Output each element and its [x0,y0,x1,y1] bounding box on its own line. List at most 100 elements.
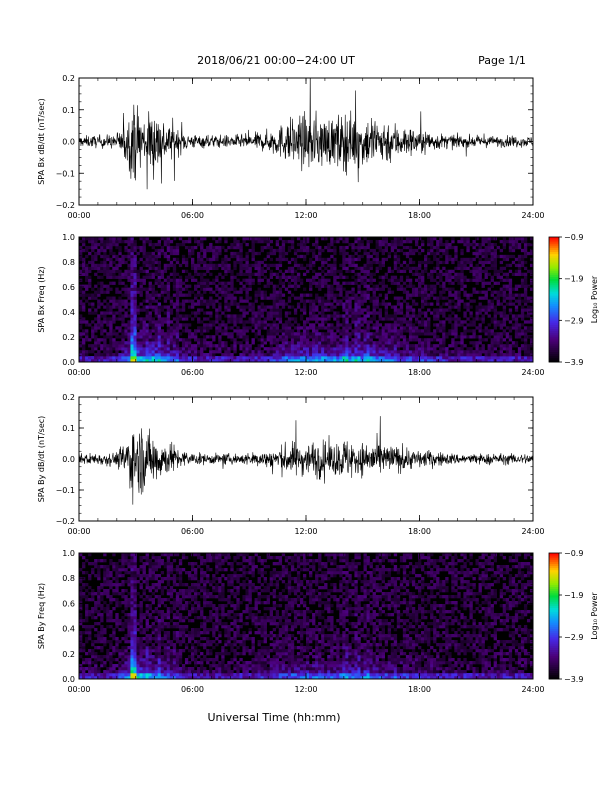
y-tick-label: 0.8 [62,258,75,267]
heatmap-cell [369,341,373,345]
heatmap-cell [91,670,95,674]
heatmap-cell [487,302,491,306]
heatmap-cell [430,332,434,336]
heatmap-cell [315,242,319,247]
heatmap-cell [175,278,180,282]
heatmap-cell [318,284,322,288]
heatmap-cell [275,359,280,363]
heatmap-cell [103,589,107,593]
heatmap-cell [345,275,349,279]
heatmap-cell [106,242,110,247]
heatmap-cell [197,239,201,244]
heatmap-cell [448,353,452,357]
heatmap-cell [405,359,410,363]
heatmap-cell [381,260,385,265]
colorbar-segment [549,322,559,325]
heatmap-cell [421,287,425,291]
heatmap-cell [511,317,516,321]
heatmap-cell [399,275,404,279]
heatmap-cell [230,269,234,274]
heatmap-cell [266,314,270,318]
colorbar-segment [549,239,559,242]
heatmap-cell [112,296,116,300]
heatmap-cell [445,359,449,363]
heatmap-cell [296,278,301,282]
heatmap-cell [529,359,534,363]
heatmap-cell [166,323,171,327]
heatmap-cell [127,257,131,262]
heatmap-cell [523,341,528,345]
heatmap-cell [218,302,222,306]
heatmap-cell [427,341,431,345]
heatmap-cell [445,287,449,291]
heatmap-cell [151,329,155,333]
heatmap-cell [327,356,331,360]
heatmap-cell [287,299,292,303]
heatmap-cell [351,281,355,285]
heatmap-cell [526,308,531,312]
heatmap-cell [408,338,413,342]
heatmap-cell [148,251,152,256]
heatmap-cell [466,242,470,247]
heatmap-cell [245,269,249,274]
heatmap-cell [200,284,204,288]
heatmap-cell [451,317,455,321]
heatmap-cell [523,290,528,294]
heatmap-cell [481,329,485,333]
heatmap-cell [312,341,316,345]
heatmap-cell [136,335,140,339]
heatmap-cell [387,338,392,342]
heatmap-cell [194,237,198,241]
heatmap-cell [82,625,86,629]
heatmap-cell [151,260,155,265]
heatmap-cell [424,344,428,348]
heatmap-cell [439,323,443,327]
heatmap-cell [514,245,519,250]
heatmap-cell [399,237,404,241]
heatmap-cell [260,341,264,345]
heatmap-cell [242,314,246,318]
heatmap-cell [421,317,425,321]
heatmap-cell [103,359,107,363]
heatmap-cell [215,326,219,330]
heatmap-cell [454,257,458,262]
heatmap-cell [230,293,234,297]
heatmap-cell [94,592,98,596]
heatmap-cell [97,631,101,635]
heatmap-cell [242,359,246,363]
heatmap-cell [233,239,237,244]
heatmap-cell [254,356,258,360]
heatmap-cell [133,266,137,271]
heatmap-cell [514,239,519,244]
heatmap-cell [112,568,116,572]
heatmap-cell [215,332,219,336]
heatmap-cell [523,359,528,363]
heatmap-cell [151,287,155,291]
heatmap-cell [251,245,255,250]
heatmap-cell [115,664,119,668]
heatmap-cell [363,308,367,312]
heatmap-cell [206,278,210,282]
heatmap-cell [293,341,298,345]
heatmap-cell [490,347,494,351]
heatmap-cell [478,272,482,276]
heatmap-cell [275,353,280,357]
heatmap-cell [112,302,116,306]
heatmap-cell [163,290,168,294]
heatmap-cell [378,239,382,244]
heatmap-cell [284,329,289,333]
heatmap-cell [490,305,494,309]
heatmap-cell [290,239,295,244]
heatmap-cell [260,260,264,265]
heatmap-cell [517,299,522,303]
heatmap-cell [181,329,186,333]
heatmap-cell [206,299,210,303]
heatmap-cell [417,278,422,282]
heatmap-cell [109,317,113,321]
heatmap-cell [296,326,301,330]
heatmap-cell [517,245,522,250]
heatmap-cell [436,245,440,250]
heatmap-cell [151,305,155,309]
heatmap-cell [339,269,343,274]
heatmap-cell [121,320,125,324]
